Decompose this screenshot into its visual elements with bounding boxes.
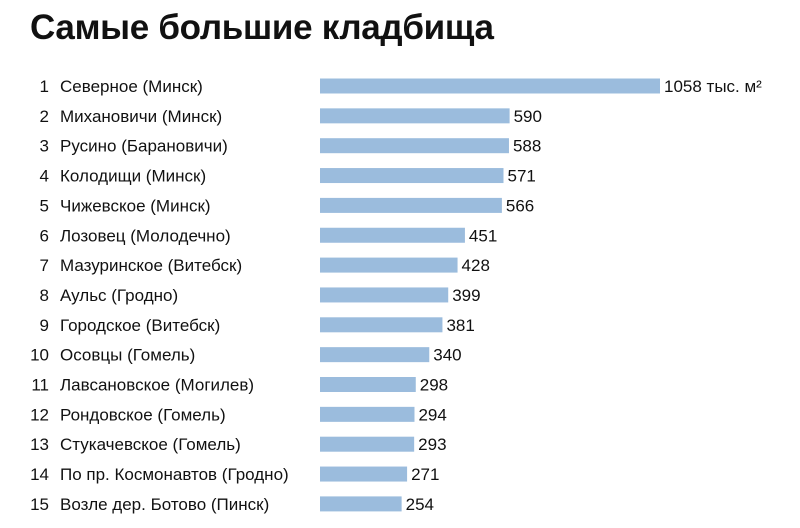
value-label: 571 xyxy=(507,167,535,186)
category-label: Стукачевское (Гомель) xyxy=(60,435,241,454)
rank-label: 1 xyxy=(40,77,49,96)
bar xyxy=(320,406,415,422)
bar xyxy=(320,257,458,273)
category-label: Русино (Барановичи) xyxy=(60,137,228,156)
value-label: 381 xyxy=(446,316,474,335)
category-label: Лавсановское (Могилев) xyxy=(60,376,254,395)
category-label: Осовцы (Гомель) xyxy=(60,346,195,365)
rank-label: 2 xyxy=(40,107,49,126)
value-label: 340 xyxy=(433,346,461,365)
rank-label: 12 xyxy=(30,405,49,424)
bar xyxy=(320,108,510,124)
value-label: 1058 тыс. м² xyxy=(664,77,762,96)
rank-label: 8 xyxy=(40,286,49,305)
rank-label: 7 xyxy=(40,256,49,275)
bar xyxy=(320,197,502,213)
value-label: 254 xyxy=(406,495,434,514)
value-label: 271 xyxy=(411,465,439,484)
rank-label: 5 xyxy=(40,196,49,215)
bar xyxy=(320,78,660,94)
bar xyxy=(320,317,443,333)
rank-label: 11 xyxy=(31,376,49,395)
value-label: 588 xyxy=(513,137,541,156)
rank-label: 10 xyxy=(30,346,49,365)
category-label: Чижевское (Минск) xyxy=(60,196,211,215)
category-label: Лозовец (Молодечно) xyxy=(60,226,231,245)
category-label: Северное (Минск) xyxy=(60,77,203,96)
value-label: 399 xyxy=(452,286,480,305)
rank-label: 15 xyxy=(30,495,49,514)
category-label: По пр. Космонавтов (Гродно) xyxy=(60,465,289,484)
value-label: 294 xyxy=(418,405,446,424)
rank-label: 3 xyxy=(40,137,49,156)
bar xyxy=(320,287,449,303)
value-label: 298 xyxy=(420,376,448,395)
category-label: Колодищи (Минск) xyxy=(60,167,206,186)
value-label: 451 xyxy=(469,226,497,245)
bar xyxy=(320,377,416,392)
bar xyxy=(320,436,415,452)
value-label: 293 xyxy=(418,435,446,454)
category-label: Возле дер. Ботово (Пинск) xyxy=(60,495,269,514)
chart-title: Самые большие кладбища xyxy=(30,8,494,47)
rank-label: 13 xyxy=(30,435,49,454)
value-label: 428 xyxy=(462,256,490,275)
rank-label: 14 xyxy=(30,465,49,484)
bar xyxy=(320,227,465,243)
bar xyxy=(320,168,504,184)
category-label: Рондовское (Гомель) xyxy=(60,405,226,424)
rank-label: 9 xyxy=(40,316,49,335)
bar xyxy=(320,466,408,482)
category-label: Мазуринское (Витебск) xyxy=(60,256,242,275)
category-label: Аульс (Гродно) xyxy=(60,286,178,305)
rank-label: 4 xyxy=(40,167,49,186)
value-label: 590 xyxy=(514,107,542,126)
bar xyxy=(320,138,509,154)
bar xyxy=(320,496,402,512)
value-label: 566 xyxy=(506,196,534,215)
category-label: Городское (Витебск) xyxy=(60,316,220,335)
category-label: Михановичи (Минск) xyxy=(60,107,222,126)
rank-label: 6 xyxy=(40,226,49,245)
bar xyxy=(320,347,430,363)
